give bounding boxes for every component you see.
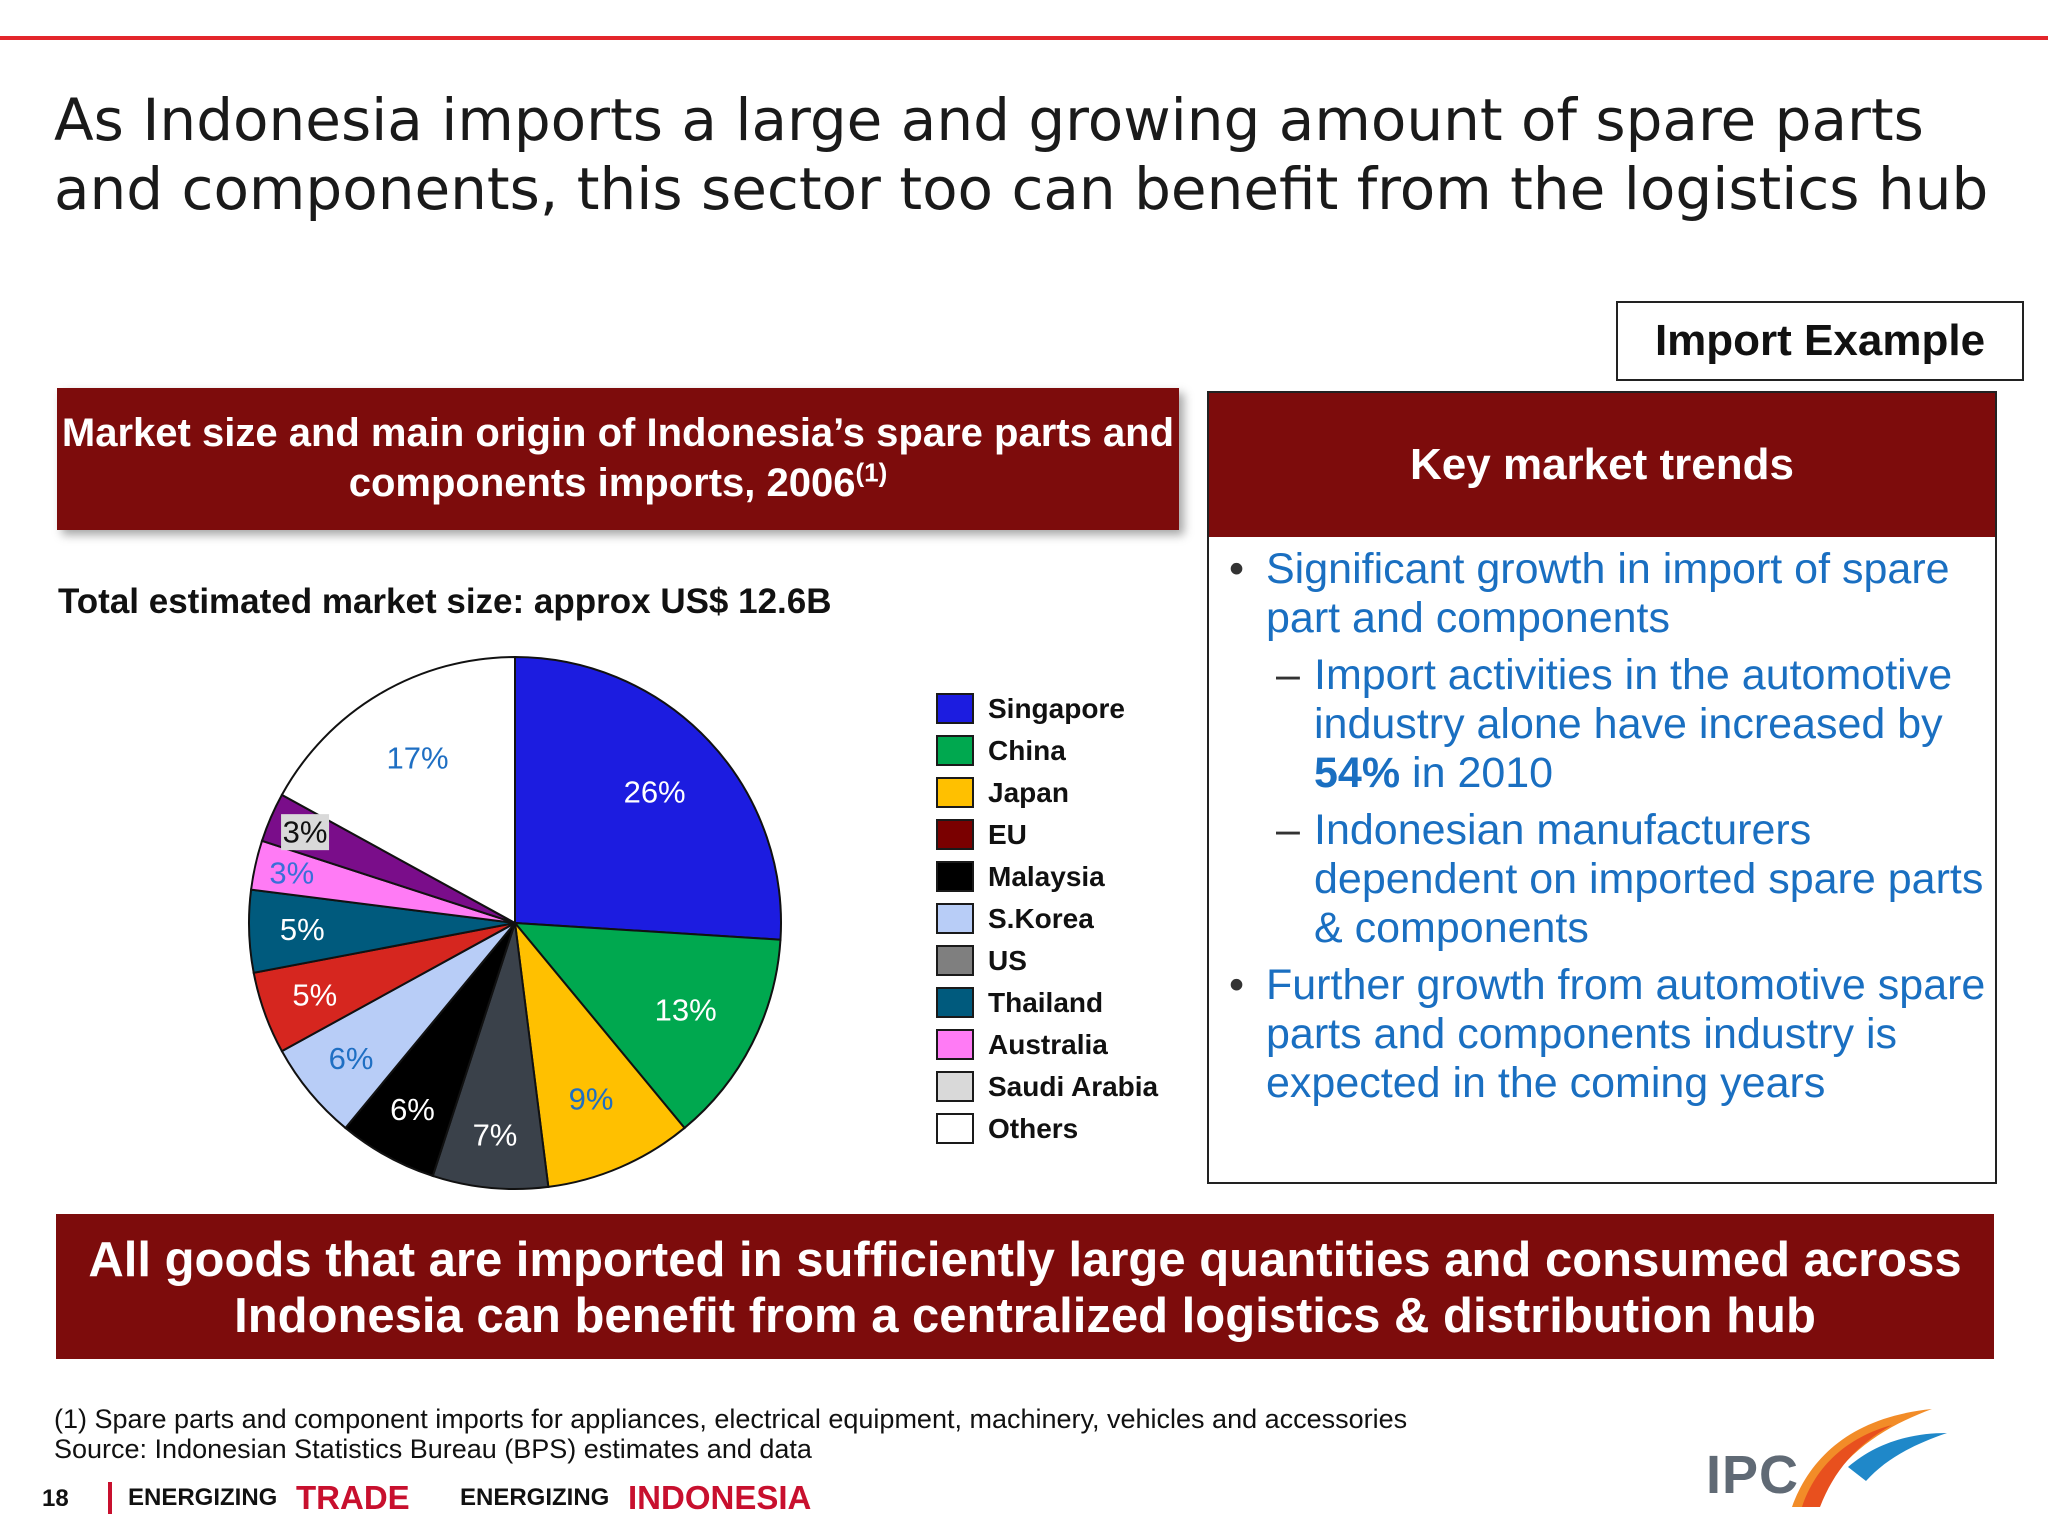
legend-item: Thailand bbox=[936, 985, 1196, 1027]
legend-swatch bbox=[936, 819, 974, 850]
legend-label: Australia bbox=[988, 1029, 1108, 1060]
legend-swatch bbox=[936, 693, 974, 724]
tagline-part: ENERGIZING bbox=[128, 1484, 278, 1511]
legend-label: Thailand bbox=[988, 987, 1104, 1018]
pie-slice-china bbox=[512, 921, 782, 1130]
trend-subbullet-2: – Indonesian manufacturers dependent on … bbox=[1209, 806, 1995, 953]
growth-highlight: 54% bbox=[1314, 749, 1401, 797]
legend-swatch bbox=[936, 735, 974, 766]
logo-swoosh-icon bbox=[1792, 1409, 1947, 1507]
legend-swatch bbox=[936, 1029, 974, 1060]
legend-label: Singapore bbox=[988, 693, 1125, 724]
legend-item: Malaysia bbox=[936, 859, 1196, 901]
legend-swatch bbox=[936, 1113, 974, 1144]
data-label-others: 17% bbox=[386, 741, 448, 776]
legend-label: Malaysia bbox=[988, 861, 1105, 892]
footnotes: (1) Spare parts and component imports fo… bbox=[54, 1404, 1407, 1464]
chart-header-banner: Market size and main origin of Indonesia… bbox=[57, 388, 1179, 530]
legend-label: China bbox=[988, 735, 1066, 766]
data-label-saudi-arabia: 3% bbox=[283, 815, 328, 850]
legend-item: China bbox=[936, 733, 1196, 775]
bullet-dash-icon: – bbox=[1276, 806, 1300, 854]
trend-bullet-1: • Significant growth in import of spare … bbox=[1209, 545, 1995, 643]
legend-item: US bbox=[936, 943, 1196, 985]
tagline-part: INDONESIA bbox=[628, 1479, 812, 1516]
legend-label: Japan bbox=[988, 777, 1069, 808]
data-label-australia: 3% bbox=[269, 856, 314, 891]
data-label-background bbox=[281, 814, 330, 851]
legend-label: Saudi Arabia bbox=[988, 1071, 1159, 1102]
import-example-tag: Import Example bbox=[1616, 301, 2024, 381]
pie-chart: 26% 13% 9% 7% 6% 6% 5% 5% 3% 3% 17% bbox=[248, 655, 782, 1190]
legend-item: Japan bbox=[936, 775, 1196, 817]
legend-swatch bbox=[936, 987, 974, 1018]
legend-label: EU bbox=[988, 819, 1027, 850]
pie-slice-japan bbox=[513, 919, 686, 1189]
legend-label: Others bbox=[988, 1113, 1079, 1144]
source-note: Source: Indonesian Statistics Bureau (BP… bbox=[54, 1434, 812, 1464]
legend-item: Others bbox=[936, 1111, 1196, 1153]
top-accent-rule bbox=[0, 36, 2048, 40]
legend-item: Saudi Arabia bbox=[936, 1069, 1196, 1111]
trend-text: Further growth from automotive spare par… bbox=[1266, 961, 1986, 1107]
legend-swatch bbox=[936, 777, 974, 808]
pie-slice-us bbox=[431, 922, 550, 1190]
pie-slice-others bbox=[280, 655, 516, 925]
data-label-s-korea: 6% bbox=[329, 1041, 374, 1076]
data-label-singapore: 26% bbox=[624, 774, 686, 809]
trend-text: Import activities in the automotive indu… bbox=[1314, 651, 1953, 748]
legend-swatch bbox=[936, 861, 974, 892]
market-size-text: Total estimated market size: approx US$ … bbox=[58, 582, 832, 621]
footer-separator bbox=[108, 1482, 112, 1514]
trend-subbullet-1: – Import activities in the automotive in… bbox=[1209, 651, 1995, 798]
bullet-dot-icon: • bbox=[1229, 961, 1245, 1009]
trend-bullet-2: • Further growth from automotive spare p… bbox=[1209, 961, 1995, 1108]
tagline-part: ENERGIZING bbox=[460, 1484, 610, 1511]
key-market-trends-panel: Key market trends • Significant growth i… bbox=[1207, 391, 1997, 1184]
trends-header: Key market trends bbox=[1209, 393, 1995, 537]
data-label-eu: 5% bbox=[292, 978, 337, 1013]
legend-swatch bbox=[936, 1071, 974, 1102]
data-label-japan: 9% bbox=[569, 1081, 614, 1116]
tagline-part: TRADE bbox=[296, 1479, 410, 1516]
legend-item: Australia bbox=[936, 1027, 1196, 1069]
trend-text-end: in 2010 bbox=[1400, 749, 1554, 797]
data-label-malaysia: 6% bbox=[390, 1092, 435, 1127]
data-label-china: 13% bbox=[655, 992, 717, 1027]
footnote-1: (1) Spare parts and component imports fo… bbox=[54, 1404, 1408, 1434]
data-label-thailand: 5% bbox=[280, 912, 325, 947]
legend-swatch bbox=[936, 945, 974, 976]
trend-text: Significant growth in import of spare pa… bbox=[1266, 545, 1950, 642]
legend-item: EU bbox=[936, 817, 1196, 859]
pie-slice-singapore bbox=[514, 655, 782, 941]
bullet-dash-icon: – bbox=[1276, 651, 1300, 699]
chart-header-text: Market size and main origin of Indonesia… bbox=[61, 411, 1175, 505]
legend-label: S.Korea bbox=[988, 903, 1094, 934]
legend-item: Singapore bbox=[936, 691, 1196, 733]
trend-text: Indonesian manufacturers dependent on im… bbox=[1314, 806, 1984, 952]
conclusion-banner: All goods that are imported in sufficien… bbox=[56, 1214, 1994, 1359]
logo-text: IPC bbox=[1706, 1445, 1800, 1505]
trends-list: • Significant growth in import of spare … bbox=[1209, 545, 1995, 1108]
chart-header-footnote-ref: (1) bbox=[855, 457, 888, 488]
legend-swatch bbox=[936, 903, 974, 934]
bullet-dot-icon: • bbox=[1229, 545, 1245, 593]
legend-item: S.Korea bbox=[936, 901, 1196, 943]
legend-label: US bbox=[988, 945, 1027, 976]
chart-legend: Singapore China Japan EU Malaysia S.Korea US Th… bbox=[936, 691, 1196, 1153]
data-label-us: 7% bbox=[473, 1117, 518, 1152]
slide-title: As Indonesia imports a large and growing… bbox=[54, 86, 1989, 223]
ipc-logo: IPC bbox=[1700, 1395, 1960, 1520]
page-number: 18 bbox=[42, 1485, 69, 1512]
